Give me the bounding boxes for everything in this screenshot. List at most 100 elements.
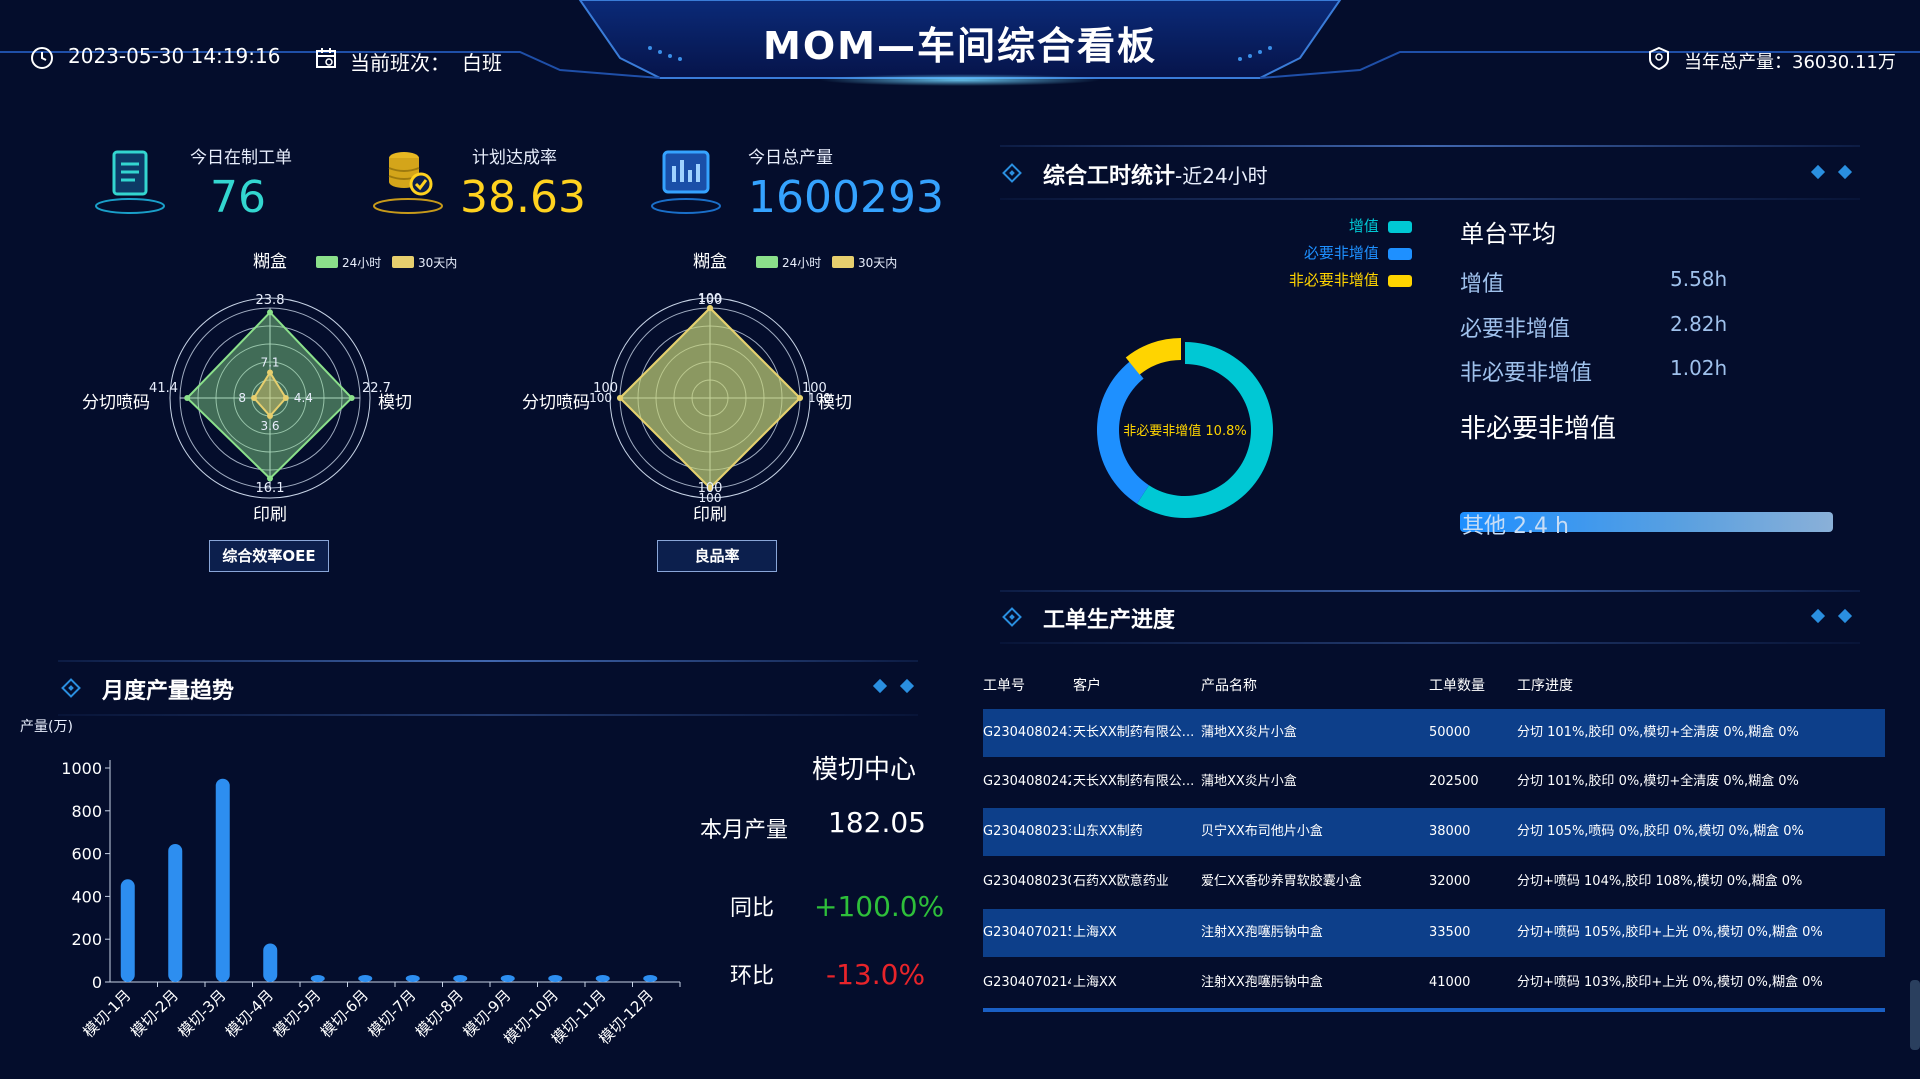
radar-value-label: 23.8 — [256, 293, 285, 308]
radar-axis-label: 分切喷码 — [82, 393, 150, 413]
cell-product: 贝宁XX布司他片小盒 — [1201, 824, 1323, 839]
current-datetime: 2023-05-30 14:19:16 — [68, 44, 281, 68]
cell-product: 注射XX孢噻肟钠中盒 — [1201, 925, 1323, 940]
section-divider — [1000, 198, 1860, 200]
cell-customer: 山东XX制药 — [1073, 824, 1143, 839]
avg-row-value: 5.58h — [1670, 267, 1728, 291]
kpi-icon-wrap — [368, 138, 448, 218]
shift-value: 白班 — [462, 51, 502, 75]
bar — [405, 975, 420, 982]
legend-swatch — [1388, 247, 1412, 260]
oee-button[interactable]: 综合效率OEE — [209, 540, 329, 572]
y-tick-label: 0 — [92, 973, 102, 992]
legend-item[interactable]: 必要非增值 — [1304, 242, 1412, 262]
kpi-value: 76 — [210, 172, 266, 223]
cell-product: 蒲地XX炎片小盒 — [1201, 725, 1297, 740]
cell-customer: 天长XX制药有限公... — [1073, 725, 1195, 740]
coin-stack-icon — [373, 152, 443, 214]
cell-id: G2304070214 — [983, 975, 1071, 990]
legend-item[interactable]: 非必要非增值 — [1289, 269, 1412, 289]
radar-value-label: 100 — [808, 391, 831, 405]
other-progress-label: 其他 2.4 h — [1462, 514, 1569, 539]
radar-value-label: 7.1 — [260, 355, 279, 369]
section-divider — [1000, 590, 1860, 592]
table-row[interactable]: G2304080233 山东XX制药 贝宁XX布司他片小盒 38000 分切 1… — [983, 808, 1885, 856]
column-header-progress[interactable]: 工序进度 — [1517, 678, 1573, 694]
table-row[interactable]: G2304070214 上海XX 注射XX孢噻肟钠中盒 41000 分切+喷码 … — [983, 959, 1885, 1007]
radar-value-label: 41.4 — [149, 381, 178, 396]
other-progress-bar — [1460, 512, 1833, 532]
cell-progress: 分切+喷码 105%,胶印+上光 0%,模切 0%,糊盒 0% — [1517, 925, 1823, 940]
radar-axis-label: 模切 — [378, 393, 412, 413]
worktime-title: 综合工时统计-近24小时 — [1043, 158, 1268, 190]
legend-item[interactable]: 增值 — [1349, 215, 1412, 235]
cell-progress: 分切 105%,喷码 0%,胶印 0%,模切 0%,糊盒 0% — [1517, 824, 1804, 839]
radar-point — [707, 305, 713, 311]
bar-chart-icon — [651, 150, 721, 214]
kpi-label: 今日在制工单 — [190, 148, 292, 168]
radar-axis-label: 糊盒 — [693, 252, 727, 272]
avg-row-label: 非必要非增值 — [1460, 361, 1593, 386]
donut-center-label: 非必要非增值 10.8% — [1123, 423, 1246, 439]
page-scrollbar[interactable] — [1910, 980, 1920, 1050]
table-scroll-indicator[interactable] — [983, 1008, 1885, 1012]
bar — [643, 975, 658, 982]
cell-progress: 分切 101%,胶印 0%,模切+全清废 0%,糊盒 0% — [1517, 725, 1799, 740]
radar-value-label: 16.1 — [256, 481, 285, 496]
diamond-icon — [1810, 608, 1826, 624]
diamond-icon — [1810, 164, 1826, 180]
radar-value-label: 8 — [238, 391, 246, 405]
legend-swatch — [756, 256, 778, 268]
annual-output-value: 36030.11万 — [1792, 52, 1896, 73]
kpi-label: 今日总产量 — [748, 148, 833, 168]
x-tick-label: 模切-3月 — [174, 986, 229, 1041]
kpi-value: 38.63 — [460, 172, 586, 223]
table-row[interactable]: G2304080230 石药XX欧意药业 爱仁XX香砂养胃软胶囊小盒 32000… — [983, 858, 1885, 906]
y-tick-label: 400 — [71, 887, 102, 906]
radar-point — [282, 395, 289, 401]
kpi-value: 1600293 — [748, 172, 944, 223]
kpi-icon-wrap — [646, 138, 726, 218]
x-tick-label: 模切-1月 — [79, 986, 134, 1041]
radar-point — [617, 395, 623, 401]
table-row[interactable]: G2304080243 天长XX制药有限公... 蒲地XX炎片小盒 50000 … — [983, 709, 1885, 757]
radar-axis-label: 分切喷码 — [522, 393, 590, 413]
x-tick-label: 模切-5月 — [269, 986, 324, 1041]
clipboard-icon — [95, 150, 165, 214]
legend-label: 非必要非增值 — [1288, 271, 1379, 289]
cell-id: G2304070215 — [983, 925, 1071, 940]
kpi-label: 计划达成率 — [472, 148, 557, 168]
section-marker-icon — [61, 678, 81, 698]
radar-point — [348, 395, 355, 401]
table-row[interactable]: G2304070215 上海XX 注射XX孢噻肟钠中盒 33500 分切+喷码 … — [983, 909, 1885, 957]
radar-point — [797, 395, 803, 401]
monthly-bar-chart: 产量(万)02004006008001000模切-1月模切-2月模切-3月模切-… — [20, 719, 681, 1048]
bar — [358, 975, 373, 982]
avg-row-label: 增值 — [1460, 272, 1505, 297]
diamond-icon — [1837, 164, 1853, 180]
table-row[interactable]: G2304080242 天长XX制药有限公... 蒲地XX炎片小盒 202500… — [983, 758, 1885, 806]
bar — [548, 975, 563, 982]
column-header-customer[interactable]: 客户 — [1073, 678, 1101, 694]
monthly-trend-title: 月度产量趋势 — [102, 679, 235, 704]
column-header-id[interactable]: 工单号 — [983, 678, 1025, 694]
yoy-value: +100.0% — [814, 890, 945, 923]
column-header-product[interactable]: 产品名称 — [1201, 678, 1257, 694]
legend-label: 30天内 — [858, 256, 897, 270]
radar-value-label: 100 — [802, 381, 827, 396]
calendar-icon — [316, 48, 336, 68]
cell-product: 蒲地XX炎片小盒 — [1201, 774, 1297, 789]
legend-swatch — [1388, 220, 1412, 233]
column-header-qty[interactable]: 工单数量 — [1429, 678, 1485, 694]
section-divider — [1000, 145, 1860, 147]
cell-qty: 38000 — [1429, 824, 1471, 839]
cell-customer: 上海XX — [1073, 925, 1117, 940]
legend-swatch — [392, 256, 414, 268]
month-output-value: 182.05 — [828, 806, 926, 839]
cell-qty: 33500 — [1429, 925, 1471, 940]
yield-button[interactable]: 良品率 — [657, 540, 777, 572]
cell-product: 爱仁XX香砂养胃软胶囊小盒 — [1201, 874, 1362, 889]
radar-value-label: 100 — [589, 391, 612, 405]
